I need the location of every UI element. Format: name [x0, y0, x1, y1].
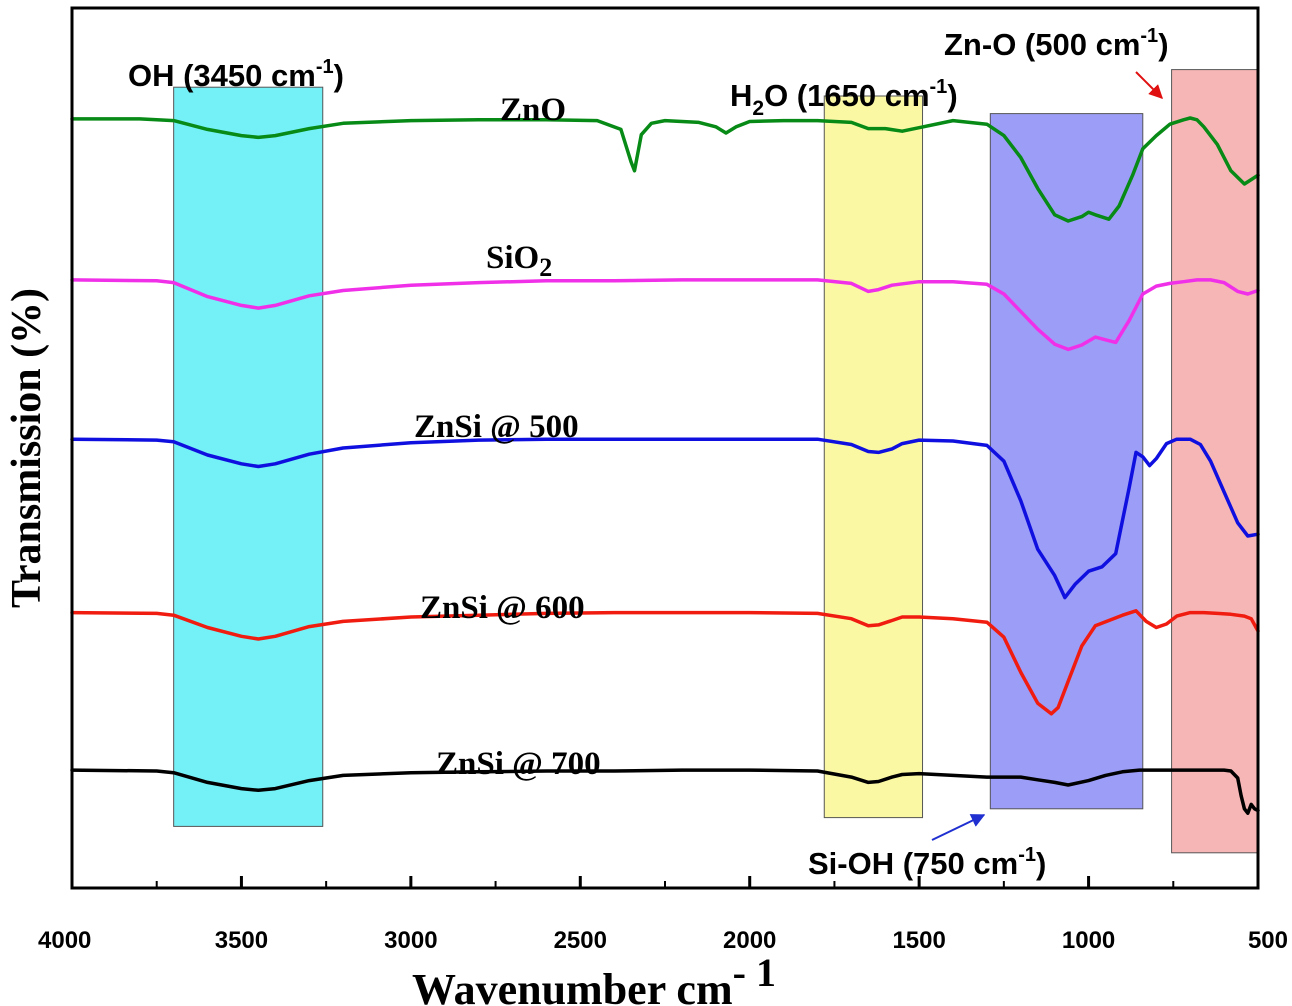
x-tick-label: 500: [1248, 927, 1288, 954]
series-line-znsi-600: [70, 609, 1260, 716]
x-tick-label: 2000: [723, 927, 776, 954]
x-axis-ticks: 4000 3500 3000 2500 2000 1500 1000 500: [38, 876, 1288, 954]
highlight-bands: [173, 69, 1259, 854]
sioh-annotation-label: Si-OH (750 cm-1): [808, 844, 1046, 881]
band-h2o: [823, 95, 924, 819]
series-label-znsi-600: ZnSi @ 600: [420, 590, 585, 626]
band-zn-o: [1171, 69, 1259, 854]
series-label-zno: ZnO: [500, 92, 566, 128]
series-line-znsi-500: [70, 437, 1260, 600]
x-tick-label: 3500: [215, 927, 268, 954]
x-tick-label: 3000: [384, 927, 437, 954]
sioh-arrow: [931, 814, 986, 841]
series-label-sio2: SiO2: [486, 240, 552, 282]
zno-band-label: Zn-O (500 cm-1): [944, 25, 1169, 62]
series-line-zno: [70, 116, 1260, 223]
zno-arrow: [1135, 71, 1163, 99]
h2o-band-label: H2O (1650 cm-1): [730, 76, 958, 120]
spectra-lines: [70, 116, 1260, 815]
oh-band-label: OH (3450 cm-1): [128, 56, 344, 93]
series-label-znsi-500: ZnSi @ 500: [414, 409, 579, 445]
x-tick-label: 1500: [892, 927, 945, 954]
series-line-znsi-700: [70, 768, 1260, 815]
x-tick-label: 4000: [38, 927, 91, 954]
x-axis-title: Wavenumber cm- 1: [412, 950, 776, 1006]
y-axis-title: Transmission (%): [4, 288, 50, 608]
series-line-sio2: [70, 278, 1260, 352]
x-tick-label: 1000: [1062, 927, 1115, 954]
band-si-o-si: [989, 113, 1144, 810]
x-tick-label: 2500: [554, 927, 607, 954]
series-label-znsi-700: ZnSi @ 700: [436, 746, 601, 782]
